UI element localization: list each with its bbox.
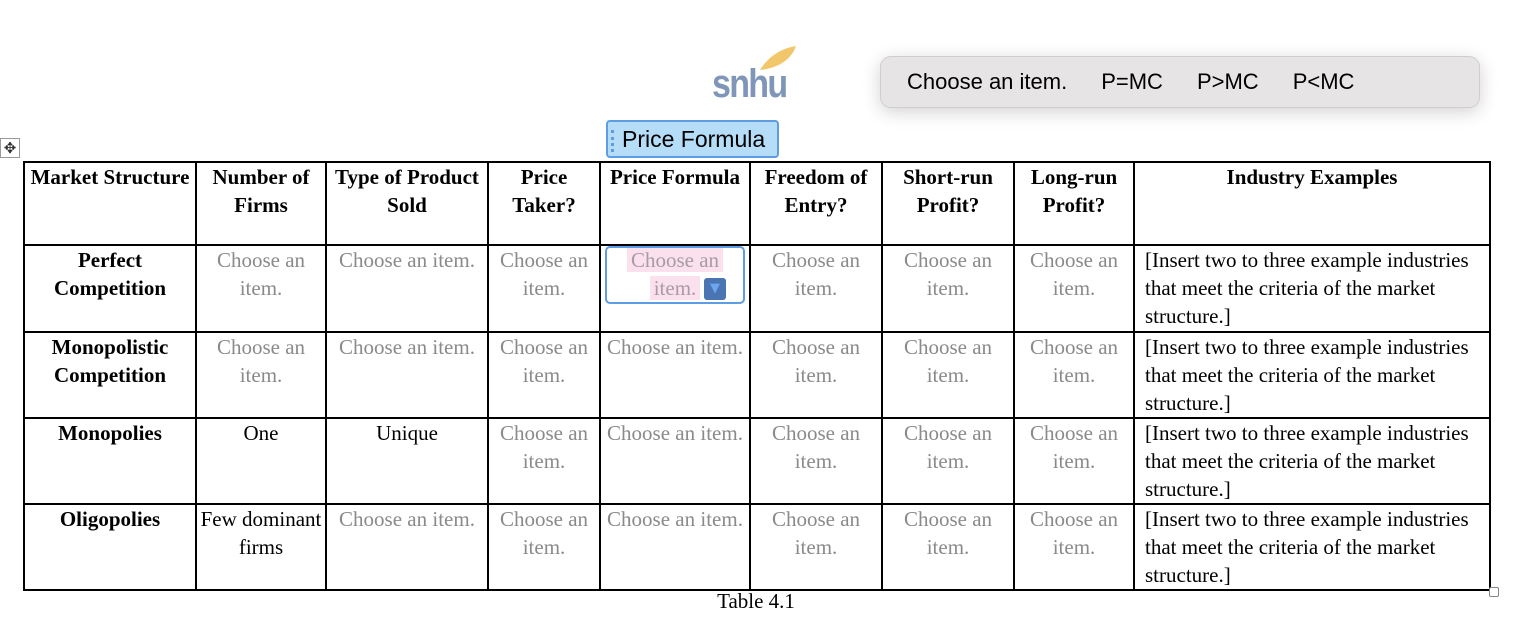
table-row: Perfect Competition Choose an item. Choose… [23, 244, 1491, 333]
table-move-handle-icon[interactable]: ✥ [0, 138, 20, 158]
choose-item-dropdown-cell[interactable]: Choose an item. [1013, 244, 1135, 333]
choose-item-dropdown-cell[interactable]: Choose an item. [325, 244, 489, 333]
value-line-2: item. [649, 276, 701, 300]
choose-item-dropdown-cell[interactable]: Choose an item. [881, 331, 1015, 419]
choose-item-dropdown-cell[interactable]: Choose an item. [749, 503, 883, 591]
industry-examples-cell[interactable]: [Insert two to three example industries … [1133, 244, 1491, 333]
choose-item-dropdown-cell[interactable]: Choose an item. [881, 417, 1015, 505]
snhu-logo: snhu [712, 46, 802, 108]
row-header: Monopolistic Competition [23, 331, 197, 419]
industry-examples-cell[interactable]: [Insert two to three example industries … [1133, 503, 1491, 591]
choose-item-dropdown-cell[interactable]: Choose an item. [599, 331, 751, 419]
table-cell: One [195, 417, 327, 505]
choose-item-dropdown-cell[interactable]: Choose an item. [1013, 503, 1135, 591]
choose-item-dropdown-cell[interactable]: Choose an item. [325, 331, 489, 419]
content-control-title-tab[interactable]: Price Formula [606, 120, 779, 158]
choose-item-dropdown-cell[interactable]: Choose an item. [1013, 417, 1135, 505]
column-header: Number of Firms [195, 161, 327, 246]
choose-item-dropdown-cell[interactable]: Choose an item. [195, 331, 327, 419]
choose-item-dropdown-cell[interactable]: Choose an item. [487, 503, 601, 591]
choose-item-dropdown-cell[interactable]: Choose an item. [749, 331, 883, 419]
choose-item-dropdown-cell[interactable]: Choose an item. [487, 244, 601, 333]
column-header: Market Structure [23, 161, 197, 246]
column-header: Industry Examples [1133, 161, 1491, 246]
industry-examples-cell[interactable]: [Insert two to three example industries … [1133, 417, 1491, 505]
table-cell: Few dominant firms [195, 503, 327, 591]
choose-item-dropdown-cell[interactable]: Choose an item. [487, 417, 601, 505]
row-header: Oligopolies [23, 503, 197, 591]
row-header: Perfect Competition [23, 244, 197, 333]
table-row: Monopolistic Competition Choose an item. C… [23, 331, 1491, 419]
column-header: Freedom of Entry? [749, 161, 883, 246]
choose-item-dropdown-cell[interactable]: Choose an item. [195, 244, 327, 333]
table-caption: Table 4.1 [717, 589, 795, 613]
column-header: Type of Product Sold [325, 161, 489, 246]
value-line-1: Choose an [626, 248, 724, 272]
column-header: Short-run Profit? [881, 161, 1015, 246]
dropdown-menu: Choose an item. P=MC P>MC P<MC [880, 56, 1480, 108]
grip-icon [611, 130, 617, 152]
dropdown-option[interactable]: Choose an item. [907, 69, 1068, 94]
dropdown-option[interactable]: P=MC [1101, 69, 1163, 94]
logo-text: snhu [712, 62, 788, 106]
table-row: Oligopolies Few dominant firms Choose an i… [23, 503, 1491, 591]
choose-item-dropdown-cell[interactable]: Choose an item. [881, 503, 1015, 591]
table-cell: Unique [325, 417, 489, 505]
choose-item-dropdown-cell[interactable]: Choose an item. [749, 244, 883, 333]
table-resize-handle[interactable] [1489, 587, 1499, 597]
column-header: Price Formula [599, 161, 751, 246]
choose-item-dropdown-cell[interactable]: Choose an item. [599, 503, 751, 591]
dropdown-option[interactable]: P<MC [1292, 69, 1355, 94]
column-header: Long-run Profit? [1013, 161, 1135, 246]
choose-item-dropdown-cell[interactable]: Choose an item. [881, 244, 1015, 333]
choose-item-dropdown-cell[interactable]: Choose an item. [1013, 331, 1135, 419]
table-row: Monopolies One Unique Choose an item. Choose… [23, 417, 1491, 505]
column-header: Price Taker? [487, 161, 601, 246]
industry-examples-cell[interactable]: [Insert two to three example industries … [1133, 331, 1491, 419]
choose-item-dropdown-cell[interactable]: Choose an item. [599, 417, 751, 505]
content-control-value[interactable]: Choose an item. [605, 246, 745, 302]
row-header: Monopolies [23, 417, 197, 505]
market-structure-table: Market Structure Number of Firms Type of P… [23, 161, 1491, 591]
choose-item-dropdown-cell[interactable]: Choose an item. [749, 417, 883, 505]
content-control-title: Price Formula [622, 126, 766, 152]
dropdown-option[interactable]: P>MC [1196, 69, 1259, 94]
choose-item-dropdown-cell[interactable]: Choose an item. [487, 331, 601, 419]
header-row: Market Structure Number of Firms Type of P… [23, 161, 1491, 246]
choose-item-dropdown-cell[interactable]: Choose an item. [325, 503, 489, 591]
dropdown-arrow-icon[interactable]: ▼ [704, 278, 726, 300]
leaf-icon [760, 46, 796, 70]
